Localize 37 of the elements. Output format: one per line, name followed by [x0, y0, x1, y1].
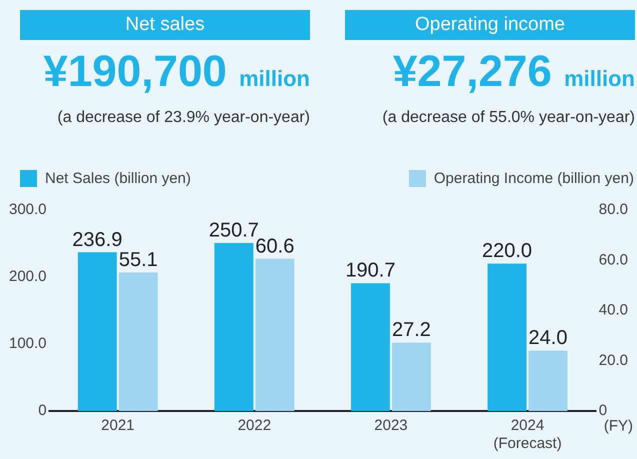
data-label: 60.6 [255, 235, 294, 258]
data-label: 55.1 [118, 249, 158, 272]
y2-tick-label: 20.0 [598, 352, 628, 369]
bar [78, 252, 117, 411]
text: ¥27,276 million [392, 46, 635, 98]
data-label: 27.2 [392, 319, 431, 342]
y2-tick-label: 40.0 [598, 302, 628, 319]
x-tick-label: 2021 [101, 417, 135, 434]
x-tick-label: 2024 (Forecast) [493, 417, 562, 452]
y-tick-label: 200.0 [8, 268, 47, 286]
x-tick-label: 2023 [374, 417, 408, 434]
data-label: 220.0 [482, 240, 532, 262]
text: Operating income [345, 10, 635, 40]
x-tick-label: 2022 [238, 417, 272, 434]
y-tick-label: 100.0 [8, 335, 47, 352]
legend-label: Net Sales (billion yen) [44, 170, 191, 187]
data-label: 236.9 [72, 228, 122, 251]
y2-tick-label: 80.0 [598, 201, 628, 218]
bar [351, 283, 390, 411]
x-axis-title: (FY) [604, 418, 633, 435]
bar [528, 350, 568, 411]
legend-label: Operating Income (billion yen) [432, 170, 634, 187]
y-tick-label: 300.0 [8, 201, 47, 218]
data-label: 24.0 [528, 327, 568, 350]
text: ¥190,700 million [42, 46, 310, 98]
bar [392, 342, 431, 411]
y-tick-label: 0 [38, 402, 47, 420]
text: (a decrease of 55.0% year-on-year) [381, 108, 635, 128]
bar [214, 243, 254, 411]
bar [488, 264, 526, 411]
text: (a decrease of 23.9% year-on-year) [56, 108, 310, 128]
bar [255, 258, 294, 411]
y2-tick-label: 60.0 [598, 251, 628, 268]
y2-tick-label: 0 [598, 402, 608, 420]
bar [118, 272, 158, 411]
data-label: 190.7 [345, 260, 396, 282]
text: Net sales [20, 10, 310, 40]
